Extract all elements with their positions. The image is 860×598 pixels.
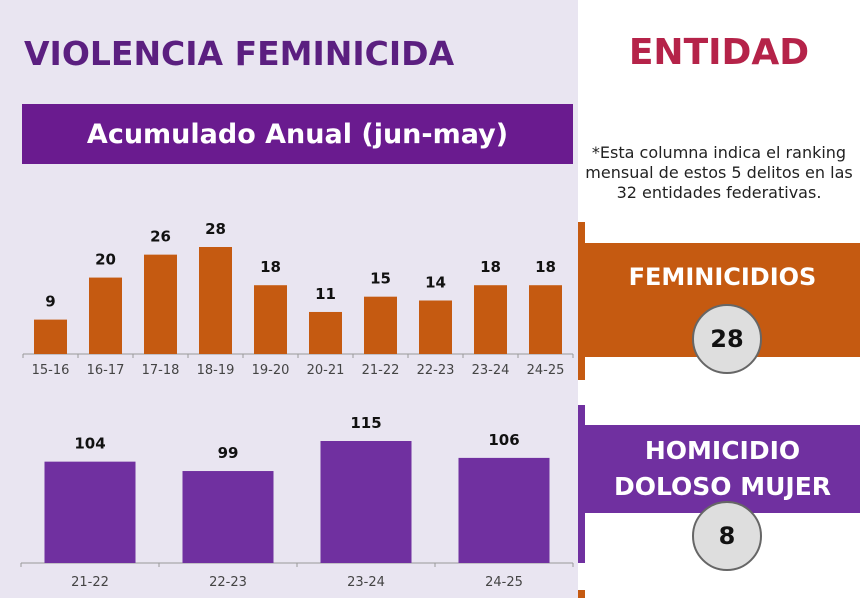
data-label: 20	[95, 251, 116, 269]
page-title: VIOLENCIA FEMINICIDA	[24, 34, 455, 73]
bar	[320, 441, 412, 563]
right-panel: ENTIDAD *Esta columna indica el ranking …	[578, 0, 860, 598]
homicidio-label-line1: HOMICIDIO	[644, 436, 801, 465]
data-label: 106	[488, 431, 519, 449]
homicidio-label-line2: DOLOSO MUJER	[613, 472, 832, 501]
bar	[89, 277, 122, 354]
bar	[34, 319, 67, 354]
data-label: 18	[480, 258, 501, 276]
bar	[144, 254, 177, 354]
left-panel: VIOLENCIA FEMINICIDA Acumulado Anual (ju…	[20, 34, 574, 590]
bar	[44, 461, 136, 563]
category-label: 15-16	[32, 363, 70, 378]
ranking-note: *Esta columna indica el ranking mensual …	[585, 143, 853, 202]
category-label: 21-22	[362, 363, 400, 378]
category-label: 19-20	[252, 363, 290, 378]
homicidio-strip	[578, 405, 585, 563]
category-label: 16-17	[87, 363, 125, 378]
bar	[364, 296, 397, 354]
bar	[419, 300, 452, 354]
category-label: 23-24	[347, 575, 385, 590]
data-label: 15	[370, 270, 391, 288]
subtitle-banner: Acumulado Anual (jun-may)	[22, 104, 573, 164]
homicidio-band: HOMICIDIO DOLOSO MUJER	[585, 425, 860, 513]
bar	[182, 471, 274, 563]
data-label: 26	[150, 228, 171, 246]
category-label: 23-24	[472, 363, 510, 378]
data-label: 99	[218, 444, 239, 462]
category-label: 17-18	[142, 363, 180, 378]
bar	[254, 285, 287, 354]
feminicidios-strip	[578, 222, 585, 380]
entidad-title: ENTIDAD	[628, 32, 810, 73]
data-label: 18	[535, 258, 556, 276]
bar	[199, 247, 232, 354]
data-label: 11	[315, 285, 336, 303]
category-label: 18-19	[197, 363, 235, 378]
feminicidios-label: FEMINICIDIOS	[628, 263, 817, 291]
data-label: 9	[45, 293, 55, 311]
category-label: 24-25	[527, 363, 565, 378]
data-label: 14	[425, 274, 446, 292]
data-label: 104	[74, 435, 105, 453]
bar	[474, 285, 507, 354]
category-label: 22-23	[417, 363, 455, 378]
feminicidios-rank-badge: 28	[692, 304, 762, 374]
data-label: 28	[205, 220, 226, 238]
homicidio-rank-badge: 8	[692, 501, 762, 571]
category-label: 24-25	[485, 575, 523, 590]
data-label: 18	[260, 258, 281, 276]
bar	[529, 285, 562, 354]
category-label: 20-21	[307, 363, 345, 378]
bar	[458, 457, 550, 563]
category-label: 22-23	[209, 575, 247, 590]
charts: 9 15-16 20 16-17 26 17-18 28 18-19 18 19-20 11 20-2…	[20, 220, 574, 590]
category-label: 21-22	[71, 575, 109, 590]
next-strip	[578, 590, 585, 598]
data-label: 115	[350, 414, 381, 432]
bar	[309, 311, 342, 354]
